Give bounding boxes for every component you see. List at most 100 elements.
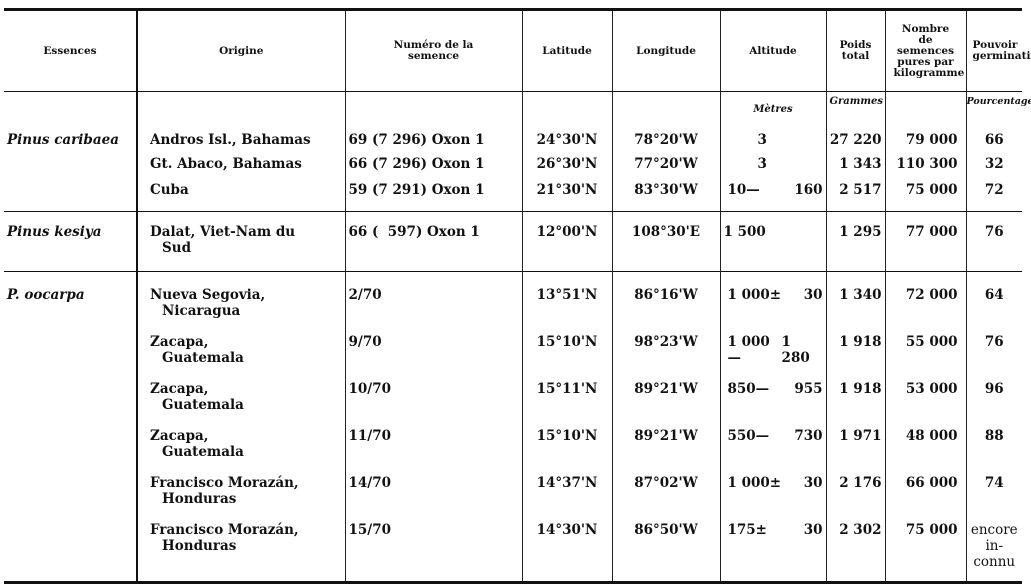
table-row: Pinus kesiya Dalat, Viet-Nam du Sud 66 ( 59… [4, 211, 1022, 272]
longitude-cell: 86°16'W [611, 271, 720, 319]
table-row: Cuba 59 (7 291) Oxon 1 21°30'N 83°30'W 10— 16… [4, 177, 1022, 212]
unit-altitude: Mètres [719, 91, 826, 128]
pouvoir-cell: 64 [965, 271, 1022, 319]
origine-line-2: Sud [162, 240, 192, 256]
numero-cell: 11/70 [344, 413, 522, 460]
poids-cell: 2 517 [825, 177, 885, 212]
longitude-cell: 98°23'W [611, 319, 720, 366]
origine-line: Cuba [150, 181, 189, 198]
pouvoir-cell: 66 [965, 127, 1022, 152]
origine-line: Nueva Segovia, [150, 287, 266, 303]
altitude-to: 160 [794, 181, 823, 198]
nombre-cell: 79 000 [884, 127, 966, 152]
origine-line-2: Guatemala [162, 350, 244, 366]
altitude-value: 175± 30 [724, 522, 823, 538]
altitude-from: 3 [757, 155, 767, 172]
numero-cell: 14/70 [344, 460, 522, 507]
essence-cell [4, 366, 137, 413]
origine-cell: Nueva Segovia, Nicaragua [136, 271, 345, 319]
altitude-value: 1 000± 30 [724, 475, 823, 491]
table-row: Pinus caribaea Andros Isl., Bahamas 69 (7 … [4, 127, 1022, 152]
altitude-from: 1 000± [727, 475, 782, 491]
origine-cell: Francisco Morazán, Honduras [136, 460, 345, 507]
header-origine: Origine [136, 9, 345, 92]
origine-line-2: Honduras [162, 538, 237, 554]
altitude-from: 550— [727, 428, 770, 444]
origine-cell: Zacapa, Guatemala [136, 366, 345, 413]
latitude-cell: 15°11'N [521, 366, 612, 413]
header-poids: Poids total [825, 9, 885, 92]
longitude-cell: 89°21'W [611, 413, 720, 460]
table-body: Mètres Grammes Pourcentage Pinus caribae… [4, 91, 1031, 582]
essence-cell [4, 152, 137, 178]
poids-cell: 1 295 [825, 211, 885, 272]
nombre-cell: 75 000 [884, 177, 966, 212]
numero-cell: 15/70 [344, 507, 522, 582]
header-pouvoir: Pouvoir germinatif [965, 9, 1031, 92]
origine-line-2: Honduras [162, 491, 237, 507]
altitude-cell: 850— 955 [719, 366, 826, 413]
essence-cell: P. oocarpa [7, 287, 85, 303]
numero-cell: 9/70 [344, 319, 522, 366]
altitude-value: 3 [724, 132, 823, 148]
longitude-cell: 89°21'W [611, 366, 720, 413]
longitude-cell: 108°30'E [611, 211, 720, 272]
origine-line: Dalat, Viet-Nam du [150, 224, 296, 240]
altitude-value: 850— 955 [724, 381, 823, 397]
unit-pouvoir: Pourcentage [965, 91, 1031, 128]
header-longitude: Longitude [611, 9, 720, 92]
numero-cell: 69 (7 296) Oxon 1 [344, 127, 522, 152]
nombre-cell: 72 000 [884, 271, 966, 319]
origine-cell: Dalat, Viet-Nam du Sud [136, 211, 345, 272]
origine-line: Gt. Abaco, Bahamas [150, 155, 302, 172]
latitude-cell: 15°10'N [521, 413, 612, 460]
table-row: Francisco Morazán, Honduras 15/70 14°30'N 86… [4, 507, 1022, 582]
altitude-to: 30 [803, 287, 823, 303]
table-row: Francisco Morazán, Honduras 14/70 14°37'N 87… [4, 460, 1022, 507]
origine-line: Francisco Morazán, [150, 522, 299, 538]
longitude-cell: 86°50'W [611, 507, 720, 582]
poids-cell: 2 176 [825, 460, 885, 507]
table-row: Gt. Abaco, Bahamas 66 (7 296) Oxon 1 26°30… [4, 151, 1022, 178]
latitude-cell: 14°30'N [521, 507, 612, 582]
numero-cell: 66 (7 296) Oxon 1 [344, 151, 522, 178]
altitude-cell: 550— 730 [719, 413, 826, 460]
pouvoir-cell: 76 [965, 211, 1022, 272]
essence-cell: Pinus kesiya [7, 224, 102, 240]
latitude-cell: 21°30'N [521, 177, 612, 212]
altitude-cell: 1 000— 1 280 [719, 319, 826, 366]
poids-cell: 1 918 [825, 366, 885, 413]
essence-cell: Pinus caribaea [7, 131, 119, 148]
altitude-value: 1 500 [724, 224, 823, 240]
origine-line: Andros Isl., Bahamas [150, 131, 311, 148]
numero-cell: 2/70 [344, 271, 522, 319]
latitude-cell: 13°51'N [521, 271, 612, 319]
altitude-value: 1 000— 1 280 [724, 334, 823, 366]
poids-cell: 27 220 [825, 127, 885, 152]
table-row: Zacapa, Guatemala 11/70 15°10'N 89°21'W 550— 7… [4, 413, 1022, 460]
table-row: Zacapa, Guatemala 10/70 15°11'N 89°21'W 850— 9… [4, 366, 1022, 413]
altitude-to: 1 280 [781, 334, 810, 366]
nombre-cell: 53 000 [884, 366, 966, 413]
poids-cell: 1 971 [825, 413, 885, 460]
poids-cell: 2 302 [825, 507, 885, 582]
essence-cell [4, 413, 137, 460]
altitude-from: 1 500 [723, 224, 766, 240]
altitude-to: 730 [794, 428, 823, 444]
header-altitude: Altitude [719, 9, 826, 92]
header-numero: Numéro de la semence [344, 9, 522, 92]
numero-cell: 10/70 [344, 366, 522, 413]
pouvoir-cell: 74 [965, 460, 1022, 507]
altitude-to: 955 [794, 381, 823, 397]
altitude-cell: 3 [719, 127, 826, 152]
units-row: Mètres Grammes Pourcentage [4, 91, 1031, 128]
altitude-cell: 1 000± 30 [719, 271, 826, 319]
altitude-cell: 3 [719, 151, 826, 178]
latitude-cell: 24°30'N [521, 127, 612, 152]
latitude-cell: 26°30'N [521, 151, 612, 178]
origine-line: Francisco Morazán, [150, 475, 299, 491]
longitude-cell: 78°20'W [611, 127, 720, 152]
altitude-cell: 10— 160 [719, 177, 826, 212]
essence-cell [4, 507, 137, 582]
poids-cell: 1 340 [825, 271, 885, 319]
